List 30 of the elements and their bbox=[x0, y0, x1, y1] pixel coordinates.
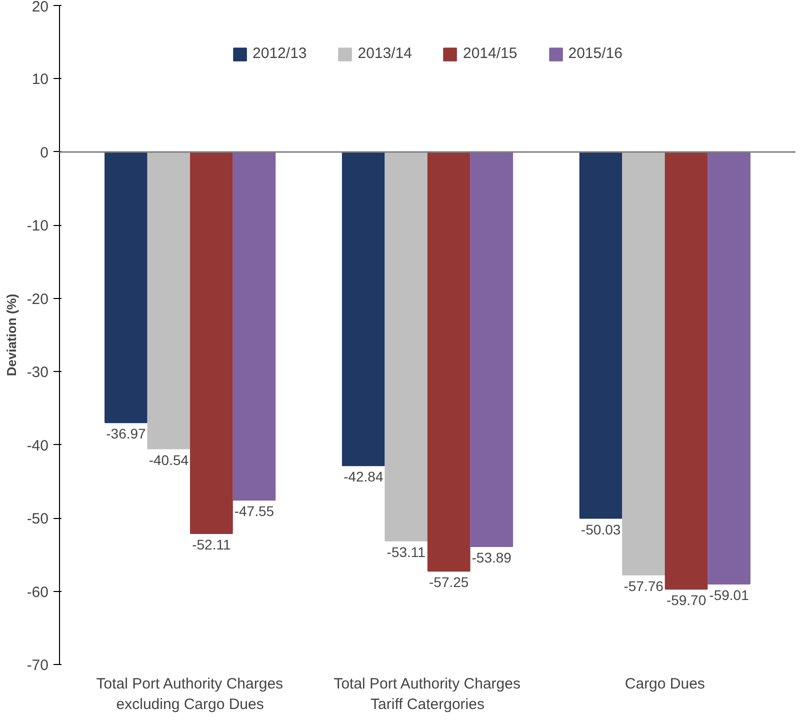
x-tick-label: Total Port Authority Charges Tariff Catergories bbox=[334, 676, 520, 713]
data-label: -50.03 bbox=[580, 521, 621, 538]
legend-label: 2012/13 bbox=[252, 45, 307, 62]
x-tick-label: Cargo Dues bbox=[624, 676, 705, 692]
y-axis-title: Deviation (%) bbox=[4, 294, 19, 376]
y-tick-label: 0 bbox=[40, 144, 48, 162]
x-tick-label: Total Port Authority Charges excluding Cargo Dues bbox=[96, 676, 284, 713]
y-tick-label: -30 bbox=[26, 364, 49, 382]
data-label: -53.89 bbox=[472, 550, 512, 566]
data-label: -47.55 bbox=[234, 503, 274, 520]
data-label: -40.54 bbox=[148, 452, 189, 468]
data-label: -53.11 bbox=[386, 544, 426, 560]
y-tick-label: -60 bbox=[26, 584, 49, 601]
y-tick-label: -40 bbox=[26, 437, 49, 454]
y-tick-label: 10 bbox=[32, 71, 49, 88]
data-label: -52.11 bbox=[192, 536, 231, 553]
y-tick-label: -10 bbox=[26, 218, 49, 235]
data-label: -42.84 bbox=[344, 468, 384, 485]
legend-label: 2013/14 bbox=[358, 45, 412, 62]
legend-label: 2015/16 bbox=[568, 45, 622, 62]
y-tick-label: 20 bbox=[32, 0, 49, 16]
legend-label: 2014/15 bbox=[463, 45, 518, 62]
data-label: -57.25 bbox=[429, 574, 469, 590]
y-tick-label: -50 bbox=[26, 510, 49, 528]
data-label: -36.97 bbox=[106, 426, 146, 442]
data-label: -57.76 bbox=[624, 578, 664, 594]
data-label: -59.01 bbox=[709, 587, 750, 604]
data-label: -59.70 bbox=[666, 592, 706, 608]
y-tick-label: -70 bbox=[26, 657, 49, 674]
y-tick-label: -20 bbox=[26, 290, 49, 308]
